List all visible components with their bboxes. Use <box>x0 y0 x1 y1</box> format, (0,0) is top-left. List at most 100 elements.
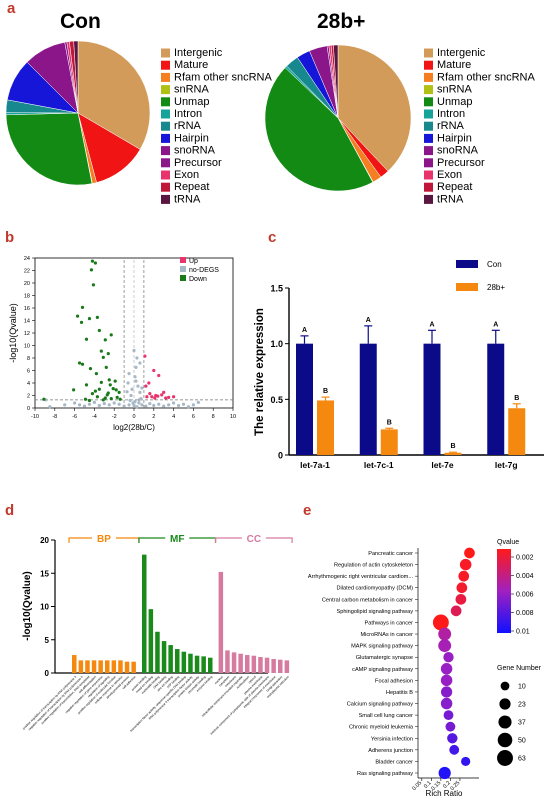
volcano-point-down <box>90 392 95 396</box>
panel-letter-c: c <box>268 229 276 246</box>
x-tick-label: 0.05 <box>411 780 423 792</box>
qvalue-legend-title: Qvalue <box>497 539 519 546</box>
go-bar-cc <box>278 659 283 673</box>
volcano-point-no-degs <box>134 365 138 369</box>
size-legend-bubble <box>499 698 511 710</box>
qvalue-tick-label: 0.008 <box>516 610 534 617</box>
legend-swatch <box>180 275 186 281</box>
legend-swatch <box>161 60 170 70</box>
volcano-point-no-degs <box>196 400 200 404</box>
volcano-point-no-degs <box>107 403 111 407</box>
size-legend-label: 10 <box>518 684 526 691</box>
kegg-pathway-label: Glutamatergic synapse <box>356 655 413 661</box>
group-label-bg <box>91 532 116 544</box>
go-bar-mf <box>161 641 167 673</box>
x-tick-label: 0.15 <box>430 780 442 792</box>
volcano-point-no-degs <box>172 401 176 405</box>
volcano-point-no-degs <box>126 381 130 385</box>
go-group-brackets: BP MF CC <box>68 532 293 545</box>
x-tick-label: 6 <box>192 414 195 420</box>
qvalue-tick-label: 0.004 <box>516 573 534 580</box>
volcano-point-no-degs <box>73 401 77 405</box>
kegg-bubble <box>450 605 462 617</box>
kegg-bubble <box>438 766 451 780</box>
kegg-bubble <box>440 663 453 675</box>
volcano-point-down <box>109 397 113 401</box>
kegg-pathway-label: Pancreatic cancer <box>368 551 413 557</box>
panel-letter-e: e <box>303 502 311 519</box>
significance-letter: B <box>323 388 328 395</box>
size-legend-label: 50 <box>518 738 526 745</box>
go-term-label: nucleus <box>214 675 224 685</box>
volcano-point-down <box>97 328 101 333</box>
legend-swatch <box>424 97 433 107</box>
kegg-bubble <box>438 639 452 653</box>
x-tick-label: 10 <box>230 414 236 420</box>
volcano-point-no-degs <box>102 402 106 406</box>
volcano-point-down <box>99 349 103 353</box>
volcano-point-down <box>109 333 113 337</box>
pie-slices-28b <box>264 44 412 192</box>
pie-slice-intergenic <box>337 44 412 172</box>
gene-number-legend-title: Gene Number <box>497 665 542 672</box>
kegg-bubble <box>456 582 468 594</box>
x-tick-label: 8 <box>212 414 215 420</box>
volcano-point-no-degs <box>140 386 144 390</box>
legend-swatch <box>424 121 433 131</box>
go-bar-cc <box>238 653 243 673</box>
kegg-bubble <box>432 614 449 631</box>
y-tick-label: 1.5 <box>270 284 283 294</box>
go-bar-mf <box>148 609 154 673</box>
volcano-point-down <box>118 397 122 401</box>
volcano-point-up <box>152 368 156 373</box>
volcano-point-down <box>113 379 117 383</box>
legend-swatch <box>161 109 170 119</box>
volcano-point-down <box>87 317 92 321</box>
legend-swatch <box>161 133 170 143</box>
kegg-xlabel: Rich Ratio <box>426 789 463 798</box>
volcano-point-no-degs <box>138 390 142 394</box>
kegg-axes: 0.05 0.10.15 0.20.25 <box>411 548 479 792</box>
legend-swatch <box>424 109 433 119</box>
kegg-pathway-label: cAMP signaling pathway <box>352 667 413 673</box>
kegg-bubble <box>459 558 472 571</box>
legend-label: Mature <box>437 59 471 71</box>
go-bar-bp <box>85 660 90 673</box>
x-tick-label: 0.2 <box>442 780 452 790</box>
bar-28b-let-7e <box>444 452 462 455</box>
legend-label: 28b+ <box>487 283 505 292</box>
y-tick-label: 12 <box>24 331 30 337</box>
go-bar-bp <box>124 661 130 673</box>
legend-label: tRNA <box>437 193 464 205</box>
size-legend-bubble <box>497 732 513 748</box>
y-tick-label: 0.5 <box>270 395 283 405</box>
legend-swatch <box>161 121 170 131</box>
legend-label: Unmap <box>437 96 472 108</box>
legend-label: snRNA <box>174 84 210 96</box>
volcano-point-no-degs <box>137 401 141 405</box>
volcano-point-down <box>115 395 119 399</box>
kegg-pathway-label: Small cell lung cancer <box>359 713 414 719</box>
volcano-point-down <box>88 367 93 371</box>
pie-slice-unmap <box>5 112 93 186</box>
kegg-pathway-label: Calcium signaling pathway <box>347 702 413 708</box>
volcano-point-no-degs <box>117 402 121 406</box>
size-legend-bubble <box>497 750 513 766</box>
volcano-point-no-degs <box>132 348 136 353</box>
legend-swatch <box>424 182 433 192</box>
kegg-pathway-label: Chronic myeloid leukemia <box>349 725 414 731</box>
go-bar-bp <box>91 660 97 673</box>
legend-label: Con <box>487 260 502 269</box>
volcano-point-no-degs <box>48 405 52 409</box>
volcano-point-up <box>167 395 171 399</box>
y-tick-label: 0 <box>278 451 283 461</box>
bar-con-let-7e <box>423 343 441 455</box>
kegg-bubble <box>455 593 467 605</box>
kegg-bubble-chart: 0.05 0.10.15 0.20.25 Pancreatic cancer Regu… <box>308 539 542 798</box>
volcano-point-no-degs <box>138 361 142 365</box>
volcano-point-up <box>153 396 157 400</box>
legend-label: Rfam other sncRNA <box>437 71 535 83</box>
